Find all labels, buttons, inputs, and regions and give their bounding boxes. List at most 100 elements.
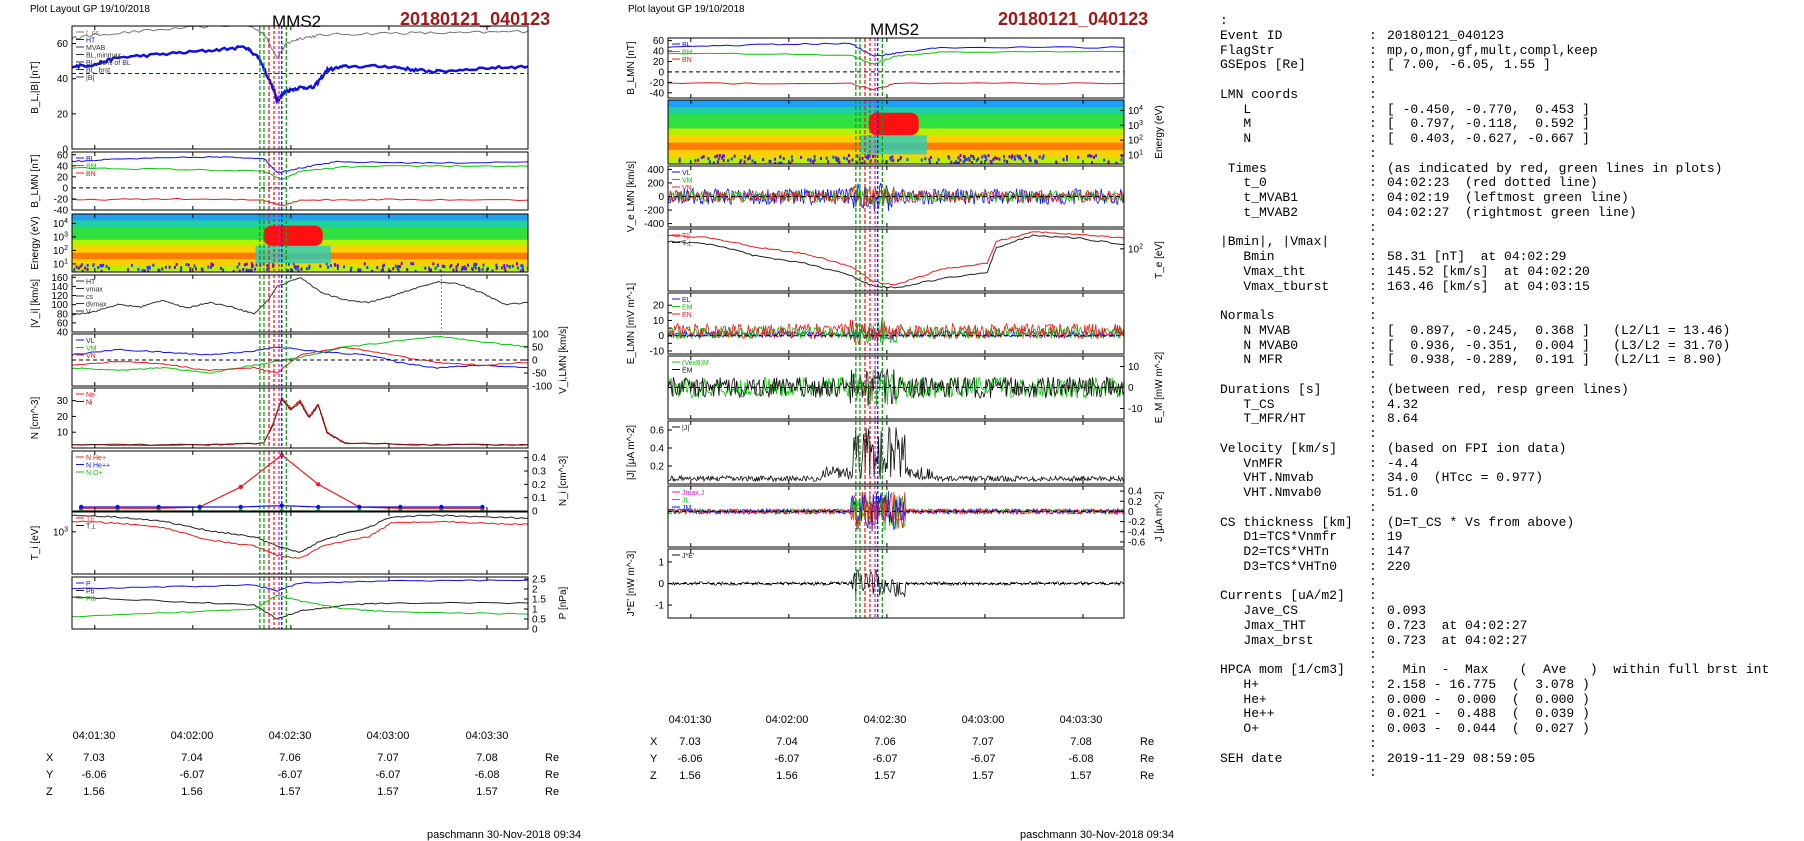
heatmap-speck [84, 266, 87, 270]
heatmap-speck [470, 267, 473, 271]
y-tick-label: 10 [1128, 362, 1140, 373]
heatmap-speck [992, 157, 995, 161]
right-pos-value: 7.04 [776, 736, 797, 748]
info-key: Times [1220, 160, 1267, 176]
heatmap-speck [503, 264, 506, 268]
series-line [72, 45, 528, 105]
data-point [480, 504, 485, 510]
left-time-tick: 04:02:00 [171, 730, 214, 742]
info-value: 4.32 [1387, 396, 1419, 412]
info-value: 0.003 - 0.044 ( 0.027 ) [1387, 721, 1590, 736]
right-footer: paschmann 30-Nov-2018 09:34 [1020, 829, 1174, 841]
legend-label: BL [86, 156, 95, 163]
y-tick-label: 0 [62, 145, 68, 156]
y-axis-label: T_e [eV] [1154, 241, 1165, 279]
legend-label: T|| [682, 233, 690, 240]
info-separator: : [1369, 219, 1377, 235]
info-value: (based on FPI ion data) [1387, 440, 1567, 456]
info-leading-colon: : [1220, 13, 1228, 28]
heatmap-speck [778, 161, 781, 164]
heatmap-speck [357, 268, 360, 272]
heatmap-speck [995, 157, 998, 161]
left-pos-value: 7.07 [377, 752, 398, 764]
y-axis-label: E_LMN [mV m^-1] [626, 283, 637, 365]
panel-plot-area [668, 182, 1124, 212]
heatmap-speck [520, 264, 523, 268]
heatmap-speck [1093, 155, 1096, 159]
heatmap-speck [962, 160, 965, 164]
heatmap-speck [1013, 155, 1016, 159]
info-separator: : [1369, 499, 1377, 515]
heatmap-hot-region [868, 112, 919, 136]
info-key: Event ID [1220, 27, 1283, 43]
info-value [1387, 294, 1800, 309]
y-tick-label: 200 [647, 178, 664, 189]
right-pos-value: 1.57 [874, 770, 895, 782]
info-row: He+:0.000 - 0.000 ( 0.000 ) [1220, 692, 1800, 708]
legend-label: T⊥ [682, 241, 692, 248]
heatmap-speck [130, 263, 133, 267]
heatmap-speck [334, 263, 337, 267]
heatmap-speck [1038, 155, 1041, 159]
series-line [668, 50, 1124, 65]
series-line [72, 520, 528, 559]
heatmap-speck [305, 267, 308, 271]
data-point [439, 504, 444, 510]
heatmap-speck [456, 263, 459, 267]
heatmap-band [72, 220, 528, 228]
y-tick-label: -10 [1128, 404, 1143, 415]
right-time-tick: 04:01:30 [669, 714, 712, 726]
y-tick-label: -10 [650, 346, 665, 357]
heatmap-speck [382, 268, 385, 272]
info-key: Velocity [km/s] [1220, 440, 1338, 456]
info-separator: : [1369, 352, 1377, 368]
y-tick-label: 104 [53, 218, 68, 230]
y-tick-label: -40 [650, 88, 665, 99]
heatmap-speck [100, 264, 103, 268]
info-key: N MVAB [1220, 322, 1291, 338]
series-line [72, 277, 528, 316]
heatmap-speck [482, 263, 485, 267]
info-value: 0.723 at 04:02:27 [1387, 632, 1528, 648]
legend-label: |J| [682, 425, 689, 432]
heatmap-speck [212, 263, 215, 267]
heatmap-speck [851, 158, 854, 162]
heatmap-speck [236, 265, 239, 269]
heatmap-speck [835, 156, 838, 160]
heatmap-speck [856, 154, 859, 158]
y-tick-label: 103 [53, 231, 68, 243]
info-separator: : [1369, 558, 1377, 574]
heatmap-speck [856, 160, 859, 164]
heatmap-speck [1041, 156, 1044, 160]
left-pos-value: 1.56 [181, 786, 202, 798]
legend-label: V [86, 309, 91, 316]
heatmap-speck [845, 157, 848, 161]
right-pos-value: 7.03 [679, 736, 700, 748]
info-separator: : [1369, 175, 1377, 191]
right-pos-value: 1.57 [1070, 770, 1091, 782]
heatmap-speck [266, 264, 269, 268]
heatmap-speck [1018, 155, 1021, 159]
info-separator: : [1369, 617, 1377, 633]
heatmap-speck [819, 156, 822, 160]
heatmap-speck [475, 262, 478, 266]
info-separator: : [1369, 529, 1377, 545]
info-separator: : [1369, 263, 1377, 279]
heatmap-speck [86, 263, 89, 267]
heatmap-speck [924, 157, 927, 161]
heatmap-speck [187, 263, 190, 267]
right-pos-value: 7.07 [972, 736, 993, 748]
heatmap-speck [937, 158, 940, 162]
heatmap-speck [847, 160, 850, 164]
heatmap-speck [948, 156, 951, 160]
heatmap-speck [714, 155, 717, 159]
y-tick-label: -100 [532, 382, 552, 393]
y-tick-label: 40 [57, 328, 69, 339]
heatmap-speck [1077, 155, 1080, 159]
y-tick-label: 60 [653, 36, 665, 47]
info-key: D2=TCS*VHTn [1220, 544, 1330, 559]
info-key [1220, 368, 1369, 383]
info-row: t_MVAB1:04:02:19 (leftmost green line) [1220, 190, 1800, 206]
info-separator: : [1369, 145, 1377, 161]
legend-label: Ne [86, 392, 95, 399]
